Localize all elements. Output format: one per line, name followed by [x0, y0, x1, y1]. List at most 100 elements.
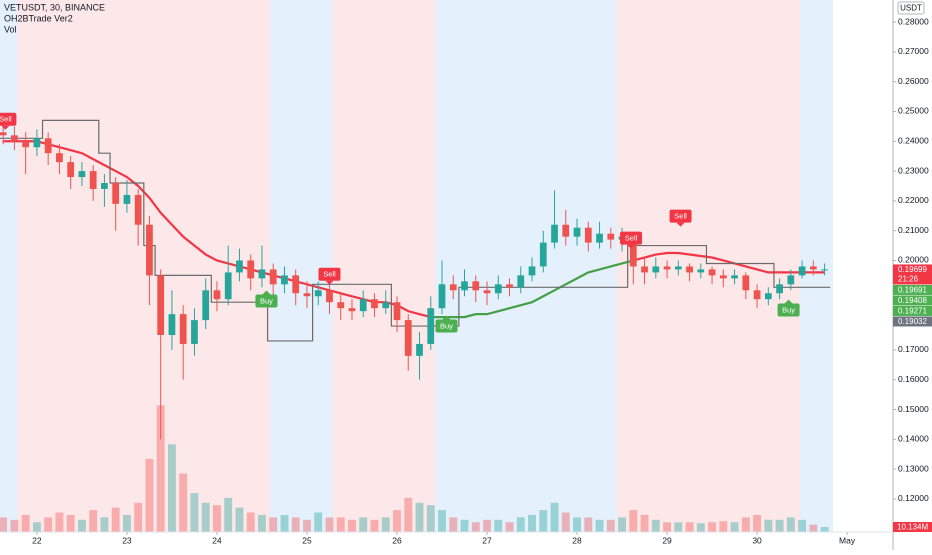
volume-bar: [753, 514, 762, 532]
candle-body: [146, 224, 153, 276]
candle-body: [776, 284, 783, 294]
volume-bar: [21, 514, 30, 532]
x-tick-label: May: [839, 535, 856, 545]
candle-body: [551, 224, 558, 243]
volume-bar: [100, 517, 109, 532]
price-tag: [893, 295, 932, 306]
volume-bar: [505, 522, 514, 532]
volume-bar: [584, 517, 593, 532]
zone: [800, 0, 833, 532]
candle-body: [697, 269, 705, 273]
volume-bar: [629, 510, 638, 532]
candle-body: [416, 343, 423, 356]
volume-bar: [595, 519, 604, 532]
candle-body: [674, 266, 682, 270]
volume-bar: [213, 505, 221, 532]
volume-bar: [122, 514, 131, 532]
candle-body: [359, 299, 367, 312]
volume-bar: [201, 502, 210, 532]
candle-body: [348, 308, 356, 312]
candle-body: [269, 269, 277, 285]
volume-bar: [280, 514, 289, 532]
x-tick-label: 28: [572, 535, 582, 545]
price-tag: [893, 316, 932, 327]
volume-bar: [235, 507, 244, 532]
candle-body: [821, 269, 828, 271]
candle-body: [449, 284, 457, 291]
y-tick-label: 0.15000: [898, 404, 929, 414]
y-tick-label: 0.26000: [898, 76, 929, 86]
candle-body: [731, 275, 738, 279]
x-tick-label: 22: [32, 535, 42, 545]
y-tick-label: 0.16000: [898, 374, 929, 384]
volume-bar: [359, 517, 368, 532]
signal-label: Sell: [0, 115, 12, 124]
volume-bar: [764, 519, 773, 532]
candle-body: [663, 266, 671, 270]
indicator-line: [430, 259, 634, 319]
volume-bar: [426, 505, 435, 532]
volume-bar: [44, 517, 53, 532]
currency-box[interactable]: [897, 1, 925, 15]
candle-body: [33, 138, 41, 148]
x-tick-label: 23: [122, 535, 132, 545]
candle-body: [506, 284, 513, 288]
volume-bar: [134, 502, 143, 532]
volume-bar: [370, 519, 379, 532]
signal-box: [669, 209, 692, 223]
signal-label: Buy: [782, 305, 795, 314]
x-tick-label: 25: [302, 535, 312, 545]
volume-bar: [258, 514, 266, 532]
signal-pointer: [1, 125, 10, 130]
signal-pointer: [627, 244, 636, 249]
price-tag-label: 0.19032: [898, 317, 927, 326]
volume-bar: [674, 522, 683, 532]
volume-bar: [775, 519, 784, 532]
indicator-line: [3, 140, 825, 319]
price-tag-label: 0.19271: [898, 307, 927, 316]
volume-bar: [291, 517, 300, 532]
candle-body: [11, 135, 18, 142]
candle-body: [787, 275, 795, 285]
candle-body: [101, 182, 108, 189]
volume-bar: [32, 522, 41, 532]
volume-bar: [314, 512, 323, 532]
volume-bar: [224, 497, 233, 532]
volume-bar: [460, 519, 469, 532]
volume-bar: [550, 502, 559, 532]
currency[interactable]: USDT: [900, 4, 922, 13]
y-tick-label: 0.21000: [898, 225, 929, 235]
volume-bar: [55, 512, 64, 532]
zone: [617, 0, 800, 532]
signal-pointer: [325, 280, 334, 285]
volume-bar: [663, 522, 671, 532]
signal-label: Buy: [440, 322, 453, 331]
candle-body: [314, 290, 322, 297]
candle-body: [629, 236, 637, 267]
candle-body: [78, 171, 86, 178]
volume-bar: [190, 493, 199, 532]
volume-bar: [798, 519, 807, 532]
volume-tag: [893, 522, 932, 532]
y-tick-label: 0.12000: [898, 493, 929, 503]
candle-body: [753, 290, 761, 300]
volume-bar: [393, 510, 401, 532]
candle-body: [213, 290, 221, 300]
signal-label: Sell: [625, 234, 638, 243]
signal-layer: Sell Buy Sell Buy Sell Sell Buy: [0, 112, 800, 333]
candle-body: [607, 233, 615, 240]
candle-body: [56, 153, 63, 163]
signal-box: [255, 294, 278, 308]
price-tag: [893, 264, 932, 285]
x-tick-label: 24: [212, 535, 222, 545]
price-tag-label: 0.19408: [898, 296, 927, 305]
signal-label: Buy: [260, 297, 273, 306]
volume-bar: [516, 517, 525, 532]
candle-body: [202, 290, 210, 321]
candle-body: [303, 293, 311, 297]
volume-bar: [179, 473, 188, 532]
candle-body: [326, 290, 333, 303]
volume-bar: [404, 497, 413, 532]
candle-body: [112, 182, 120, 204]
